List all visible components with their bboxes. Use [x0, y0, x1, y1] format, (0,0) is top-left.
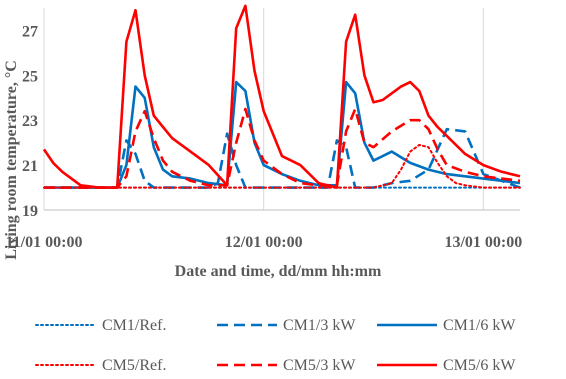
legend-label: CM5/3 kW	[283, 357, 356, 374]
y-tick-labels: 19 21 23 25 27	[22, 23, 38, 220]
y-tick-label: 25	[22, 68, 38, 85]
legend-label: CM1/6 kW	[443, 317, 516, 334]
x-tick-label: 11/01 00:00	[6, 234, 83, 251]
y-tick-label: 19	[22, 203, 38, 220]
series-cm1-6-kw	[44, 80, 521, 189]
x-axis-title: Date and time, dd/mm hh:mm	[175, 263, 382, 280]
legend-item: CM1/6 kW	[377, 317, 516, 334]
legend-label: CM1/3 kW	[283, 317, 356, 334]
y-tick-label: 23	[22, 113, 38, 130]
y-tick-label: 27	[22, 23, 38, 40]
legend-item: CM1/3 kW	[217, 317, 356, 334]
y-tick-label: 21	[22, 158, 38, 175]
legend-label: CM5/Ref.	[102, 357, 166, 374]
x-tick-label: 13/01 00:00	[444, 234, 522, 251]
legend-item: CM5/Ref.	[35, 357, 166, 374]
series-cm5-ref	[43, 143, 521, 189]
series-lines	[42, 4, 521, 189]
legend-item: CM1/Ref.	[35, 317, 166, 334]
x-tick-labels: 11/01 00:00 12/01 00:00 13/01 00:00	[6, 234, 523, 251]
legend-label: CM1/Ref.	[102, 317, 166, 334]
legend: CM1/Ref. CM1/3 kW CM1/6 kW CM5/Ref. CM5/3 kW…	[35, 317, 516, 374]
x-tick-label: 12/01 00:00	[225, 234, 303, 251]
y-axis-title: Living room temperature, °C	[3, 60, 20, 260]
series-cm1-3-kw	[44, 127, 521, 189]
series-cm5-3-kw	[44, 107, 521, 189]
legend-item: CM5/3 kW	[217, 357, 356, 374]
legend-item: CM5/6 kW	[377, 357, 516, 374]
legend-label: CM5/6 kW	[443, 357, 516, 374]
series-cm5-6-kw	[42, 4, 521, 189]
